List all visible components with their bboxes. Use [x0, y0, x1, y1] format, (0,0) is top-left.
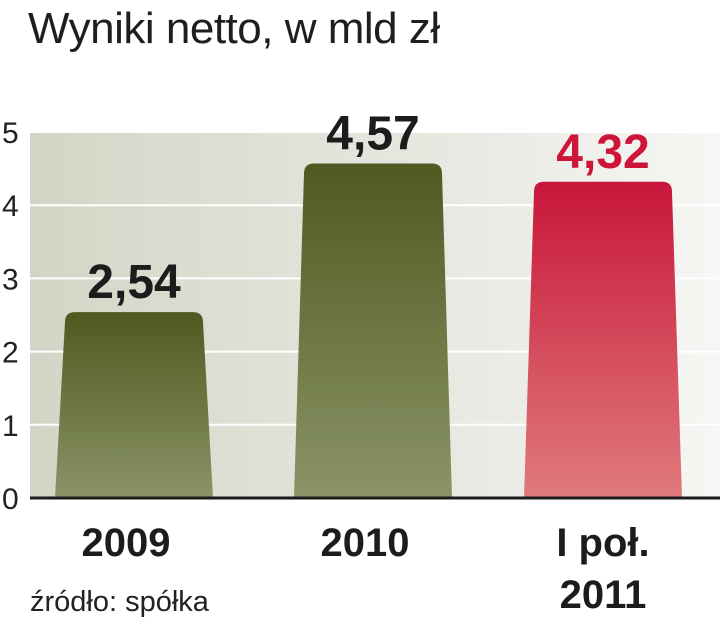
x-tick-label: I poł. [556, 521, 649, 565]
value-labels: 2,54 4,57 4,32 [87, 107, 649, 309]
bar-2010 [294, 163, 452, 498]
value-label: 2,54 [87, 256, 181, 309]
y-tick-label: 5 [2, 117, 19, 150]
y-tick-label: 0 [2, 483, 19, 516]
chart-title: Wyniki netto, w mld zł [28, 4, 440, 53]
y-tick-label: 4 [2, 190, 19, 223]
y-axis-ticks: 0 1 2 3 4 5 [2, 117, 19, 516]
y-tick-label: 1 [2, 410, 19, 443]
x-tick-label: 2009 [82, 521, 171, 565]
x-tick-label: 2010 [321, 521, 410, 565]
x-tick-label: 2011 [560, 573, 647, 617]
value-label: 4,32 [556, 126, 649, 179]
bar-2009 [55, 312, 213, 498]
source-note: źródło: spółka [30, 586, 209, 618]
y-tick-label: 2 [2, 337, 19, 370]
bar-ipo-2011 [524, 181, 682, 498]
y-tick-label: 3 [2, 263, 19, 296]
value-label: 4,57 [326, 107, 419, 160]
bars [55, 163, 682, 498]
category-labels: 2009 2010 I poł. 2011 [82, 521, 650, 617]
